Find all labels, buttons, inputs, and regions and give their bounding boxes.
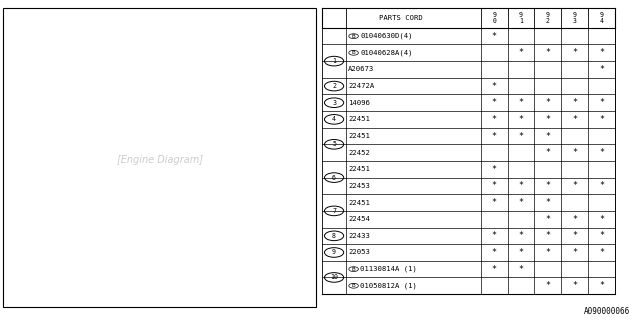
Text: B: B — [352, 34, 355, 39]
Text: *: * — [492, 231, 497, 240]
Text: *: * — [545, 231, 550, 240]
Text: *: * — [599, 231, 604, 240]
Text: *: * — [518, 198, 524, 207]
Text: 22451: 22451 — [348, 200, 370, 205]
Text: *: * — [572, 181, 577, 190]
Text: 3: 3 — [332, 100, 336, 106]
Text: *: * — [492, 82, 497, 91]
Text: 14096: 14096 — [348, 100, 370, 106]
Text: *: * — [492, 198, 497, 207]
Text: 9
3: 9 3 — [573, 12, 577, 24]
FancyBboxPatch shape — [3, 8, 316, 307]
Text: *: * — [599, 65, 604, 74]
Text: 22451: 22451 — [348, 133, 370, 139]
Text: *: * — [599, 215, 604, 224]
Text: *: * — [545, 181, 550, 190]
Text: 8: 8 — [332, 233, 336, 239]
Text: 22472A: 22472A — [348, 83, 374, 89]
Text: *: * — [492, 181, 497, 190]
Text: PARTS CORD: PARTS CORD — [380, 15, 423, 21]
Text: *: * — [545, 98, 550, 107]
Text: 4: 4 — [332, 116, 336, 122]
Text: *: * — [492, 165, 497, 174]
Text: 22451: 22451 — [348, 166, 370, 172]
Text: *: * — [518, 181, 524, 190]
Text: *: * — [572, 48, 577, 57]
Text: A20673: A20673 — [348, 67, 374, 72]
Text: *: * — [572, 231, 577, 240]
Text: *: * — [518, 98, 524, 107]
Text: 6: 6 — [332, 175, 336, 180]
Text: *: * — [518, 132, 524, 140]
Text: 22453: 22453 — [348, 183, 370, 189]
Text: *: * — [518, 115, 524, 124]
Text: 22454: 22454 — [348, 216, 370, 222]
Text: 7: 7 — [332, 208, 336, 214]
Text: *: * — [492, 115, 497, 124]
Text: 10: 10 — [330, 275, 338, 280]
Text: [Engine Diagram]: [Engine Diagram] — [117, 155, 203, 165]
Text: *: * — [572, 215, 577, 224]
Text: *: * — [545, 48, 550, 57]
Text: *: * — [518, 48, 524, 57]
Text: 5: 5 — [332, 141, 336, 147]
Text: *: * — [572, 248, 577, 257]
Text: *: * — [518, 231, 524, 240]
Text: *: * — [572, 115, 577, 124]
Text: *: * — [599, 248, 604, 257]
Text: *: * — [545, 198, 550, 207]
Text: A090000066: A090000066 — [584, 307, 630, 316]
Text: *: * — [599, 48, 604, 57]
Text: *: * — [599, 281, 604, 290]
Text: *: * — [572, 148, 577, 157]
Text: B: B — [352, 50, 355, 55]
Text: *: * — [545, 132, 550, 140]
Text: 9: 9 — [332, 250, 336, 255]
Text: *: * — [492, 265, 497, 274]
Text: *: * — [545, 215, 550, 224]
Text: 01050812A (1): 01050812A (1) — [360, 283, 417, 289]
Text: *: * — [492, 32, 497, 41]
Text: 9
4: 9 4 — [600, 12, 604, 24]
Text: *: * — [599, 181, 604, 190]
Text: 9
2: 9 2 — [546, 12, 550, 24]
Text: B: B — [352, 267, 355, 272]
Text: *: * — [492, 132, 497, 140]
Text: *: * — [518, 248, 524, 257]
Text: *: * — [545, 281, 550, 290]
Text: *: * — [492, 248, 497, 257]
Text: *: * — [518, 265, 524, 274]
Text: 9
1: 9 1 — [519, 12, 523, 24]
Text: *: * — [545, 115, 550, 124]
Text: 22053: 22053 — [348, 250, 370, 255]
Text: *: * — [545, 148, 550, 157]
Text: 01130814A (1): 01130814A (1) — [360, 266, 417, 272]
Text: 9
0: 9 0 — [492, 12, 496, 24]
Text: B: B — [352, 283, 355, 288]
Text: *: * — [599, 98, 604, 107]
Text: 22452: 22452 — [348, 150, 370, 156]
Text: *: * — [572, 98, 577, 107]
Text: 01040628A(4): 01040628A(4) — [360, 50, 413, 56]
Text: 22433: 22433 — [348, 233, 370, 239]
Text: *: * — [545, 248, 550, 257]
Text: 01040630D(4): 01040630D(4) — [360, 33, 413, 39]
Text: 1: 1 — [332, 58, 336, 64]
Text: 2: 2 — [332, 83, 336, 89]
Text: *: * — [599, 148, 604, 157]
Text: 22451: 22451 — [348, 116, 370, 122]
Text: *: * — [492, 98, 497, 107]
Text: *: * — [599, 115, 604, 124]
Text: *: * — [572, 281, 577, 290]
